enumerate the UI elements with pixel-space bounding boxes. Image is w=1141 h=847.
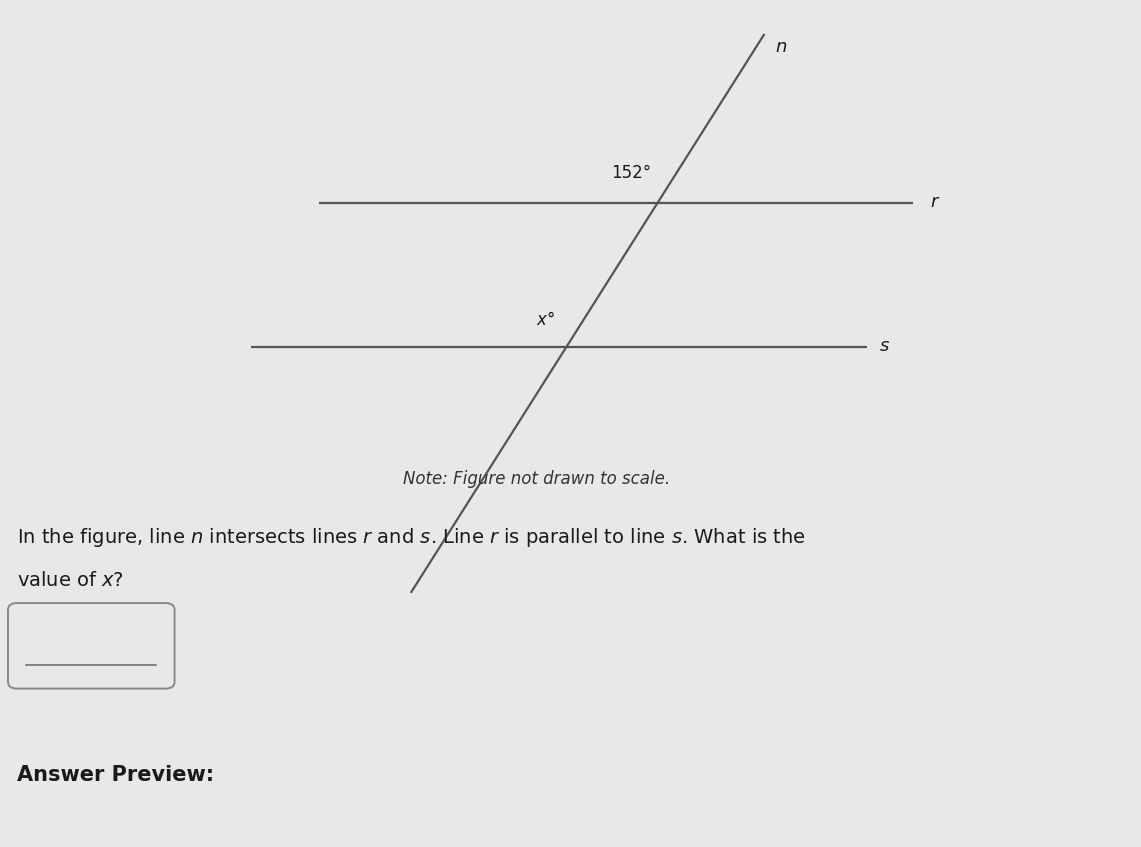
Text: $x$°: $x$° (536, 311, 555, 329)
Text: Answer Preview:: Answer Preview: (17, 765, 215, 785)
Text: Note: Figure not drawn to scale.: Note: Figure not drawn to scale. (403, 469, 670, 488)
Text: value of $x$?: value of $x$? (17, 571, 124, 590)
Text: $r$: $r$ (930, 192, 940, 211)
FancyBboxPatch shape (8, 603, 175, 689)
Text: $s$: $s$ (879, 336, 890, 355)
Text: $n$: $n$ (776, 37, 787, 56)
Text: In the figure, line $n$ intersects lines $r$ and $s$. Line $r$ is parallel to li: In the figure, line $n$ intersects lines… (17, 526, 806, 550)
Text: 152°: 152° (612, 164, 652, 182)
